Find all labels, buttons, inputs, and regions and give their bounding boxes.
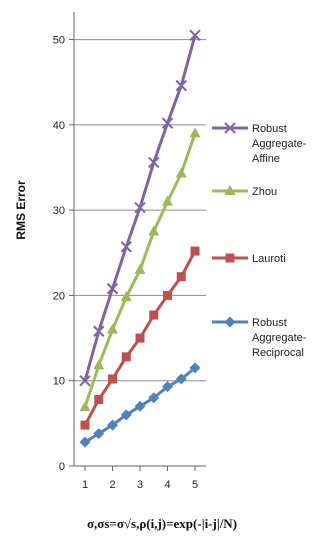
series-group — [79, 29, 201, 448]
x-tick-label: 2 — [109, 479, 115, 491]
legend-label: Robust — [252, 317, 287, 329]
data-point — [107, 419, 118, 431]
data-point — [176, 272, 186, 282]
y-tick-label: 30 — [53, 205, 65, 217]
data-point — [189, 29, 201, 42]
data-point — [189, 362, 201, 374]
data-point — [135, 333, 145, 343]
legend-swatch-marker — [224, 122, 236, 134]
legend-label: Aggregate- — [252, 332, 307, 344]
x-tick-label: 1 — [82, 479, 88, 491]
y-tick-label: 20 — [53, 290, 65, 302]
data-point — [148, 156, 160, 169]
data-point — [175, 373, 187, 385]
data-point — [190, 246, 200, 256]
legend-label: Lauroti — [252, 253, 286, 265]
data-point — [149, 310, 159, 320]
data-point — [120, 291, 132, 302]
legend: Robust Aggregate- Affine Zhou Lauroti Robust A… — [212, 122, 307, 359]
legend-label: Zhou — [252, 186, 277, 198]
x-axis-label: σ,σs=σ√s,ρ(i,j)=exp(-|i-j|/N) — [87, 516, 237, 531]
data-point — [163, 290, 172, 300]
data-point — [108, 374, 117, 384]
data-point — [93, 325, 105, 337]
legend-entry-1: Zhou — [212, 185, 277, 198]
data-point — [161, 117, 174, 129]
data-point — [148, 225, 160, 236]
data-point — [93, 359, 105, 370]
legend-swatch-marker — [225, 253, 235, 263]
data-point — [93, 428, 105, 440]
data-point — [189, 127, 201, 138]
x-tick-label: 3 — [137, 479, 143, 491]
legend-entry-0: Robust Aggregate- Affine — [212, 122, 307, 165]
data-point — [106, 282, 119, 295]
data-point — [120, 409, 132, 421]
data-point — [121, 352, 131, 362]
legend-label: Reciprocal — [252, 347, 304, 359]
data-point — [175, 79, 187, 92]
data-point — [94, 394, 104, 404]
legend-label: Aggregate- — [252, 138, 307, 150]
legend-label: Affine — [252, 153, 280, 165]
y-axis-label: RMS Error — [14, 180, 28, 240]
data-point — [162, 381, 173, 393]
data-point — [79, 375, 91, 387]
legend-swatch-marker — [224, 185, 236, 195]
data-point — [134, 263, 146, 274]
y-tick-label: 10 — [53, 376, 65, 388]
data-point — [162, 195, 173, 206]
legend-swatch-marker — [224, 316, 236, 328]
data-point — [134, 400, 146, 412]
data-point — [134, 201, 146, 214]
data-point — [79, 401, 91, 412]
legend-entry-2: Lauroti — [212, 253, 286, 265]
series-2 — [80, 246, 200, 430]
data-point — [80, 420, 90, 430]
y-tick-label: 50 — [53, 35, 65, 47]
y-tick-label: 40 — [53, 120, 65, 132]
axes: 0 10 20 30 40 50 1 2 3 4 5 — [53, 12, 206, 491]
data-point — [120, 241, 132, 253]
data-point — [148, 392, 160, 404]
data-point — [107, 323, 118, 334]
data-point — [79, 436, 91, 448]
series-1 — [79, 127, 201, 412]
x-tick-label: 4 — [164, 479, 170, 491]
legend-label: Robust — [252, 123, 287, 135]
series-3 — [79, 362, 201, 448]
y-tick-label: 0 — [59, 461, 65, 473]
x-tick-label: 5 — [192, 479, 198, 491]
legend-entry-3: Robust Aggregate- Reciprocal — [212, 316, 307, 359]
data-point — [175, 167, 187, 178]
series-0 — [79, 29, 201, 387]
